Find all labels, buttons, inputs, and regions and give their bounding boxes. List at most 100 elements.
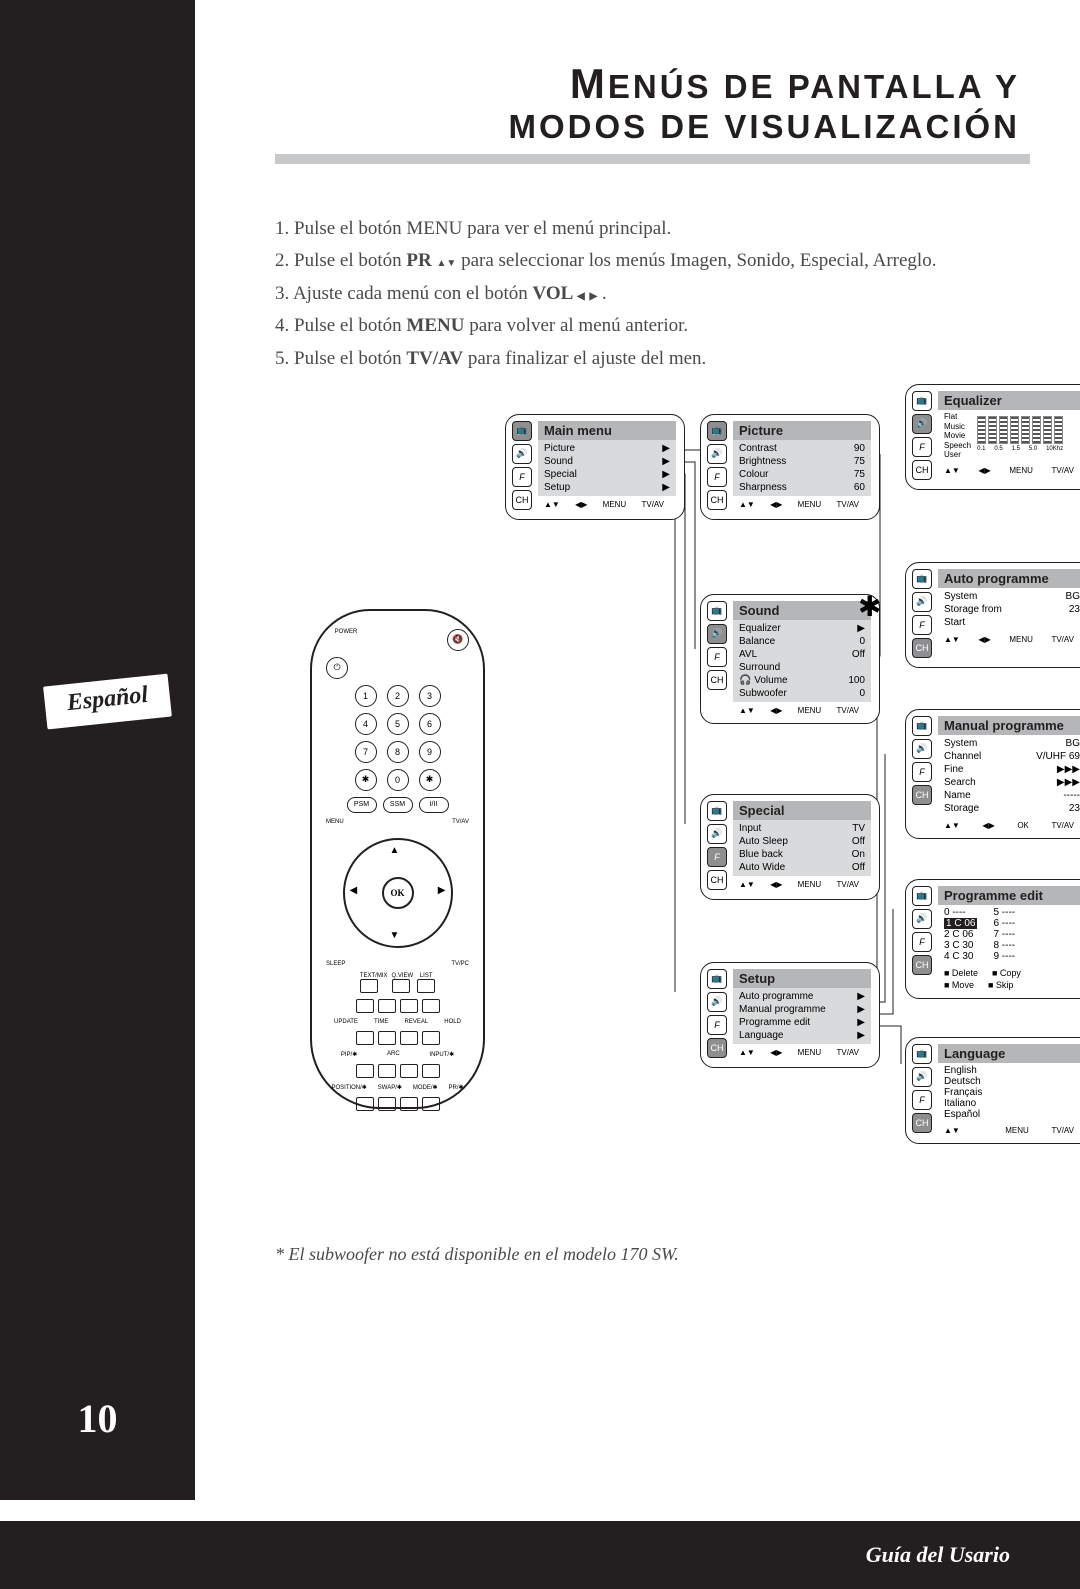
f-icon: F xyxy=(707,1015,727,1035)
fn-btn[interactable] xyxy=(400,1031,418,1045)
power-button[interactable]: ⏻ xyxy=(326,657,348,679)
panel-manual-programme: 📺🔊FCH Manual programme SystemBG ChannelV… xyxy=(905,709,1080,839)
instruction-3: 3. Ajuste cada menú con el botón VOL . xyxy=(275,279,1030,309)
sound-icon: 🔊 xyxy=(707,444,727,464)
sound-icon: 🔊 xyxy=(912,414,932,434)
textmix-button[interactable] xyxy=(360,979,378,993)
footer-text: Guía del Usario xyxy=(866,1542,1010,1568)
sound-icon: 🔊 xyxy=(912,1067,932,1087)
iii-button[interactable]: I/II xyxy=(419,797,449,813)
f-icon: F xyxy=(912,1090,932,1110)
sound-icon: 🔊 xyxy=(912,909,932,929)
digit-2[interactable]: 2 xyxy=(387,685,409,707)
psm-button[interactable]: PSM xyxy=(347,797,377,813)
footnote: * El subwoofer no está disponible en el … xyxy=(275,1244,1030,1265)
qview-button[interactable] xyxy=(392,979,410,993)
ch-icon: CH xyxy=(707,670,727,690)
ch-icon: CH xyxy=(707,870,727,890)
fn-btn[interactable] xyxy=(400,1097,418,1111)
tv-icon: 📺 xyxy=(707,969,727,989)
panel-setup: 📺🔊FCH Setup Auto programme▶ Manual progr… xyxy=(700,962,880,1068)
remote-control: POWER🔇 ⏻ 123 456 789 ✱0✱ PSMSSMI/II MENU… xyxy=(310,609,485,1109)
ch-icon: CH xyxy=(912,785,932,805)
footer-bar: Guía del Usario xyxy=(0,1521,1080,1589)
tv-icon: 📺 xyxy=(912,886,932,906)
ch-icon: CH xyxy=(707,1038,727,1058)
tv-icon: 📺 xyxy=(912,716,932,736)
f-icon: F xyxy=(707,467,727,487)
instruction-4: 4. Pulse el botón MENU para volver al me… xyxy=(275,311,1030,341)
tv-icon: 📺 xyxy=(707,801,727,821)
digit-3[interactable]: 3 xyxy=(419,685,441,707)
star-marker: ✱ xyxy=(858,590,881,624)
fn-btn[interactable] xyxy=(378,1031,396,1045)
ch-icon: CH xyxy=(912,638,932,658)
sidebar: Español 10 xyxy=(0,0,195,1500)
fn-btn[interactable] xyxy=(378,1097,396,1111)
list-button[interactable] xyxy=(417,979,435,993)
panel-picture: 📺🔊FCH Picture Contrast90 Brightness75 Co… xyxy=(700,414,880,520)
fn-btn[interactable] xyxy=(422,1031,440,1045)
tv-icon: 📺 xyxy=(512,421,532,441)
sound-icon: 🔊 xyxy=(707,992,727,1012)
panel-auto-programme: 📺🔊FCH Auto programme SystemBG Storage fr… xyxy=(905,562,1080,668)
f-icon: F xyxy=(912,932,932,952)
digit-5[interactable]: 5 xyxy=(387,713,409,735)
mute-button[interactable]: 🔇 xyxy=(447,629,469,651)
panel-language: 📺🔊FCH Language English Deutsch Français … xyxy=(905,1037,1080,1144)
color-green[interactable] xyxy=(378,999,396,1013)
f-icon: F xyxy=(707,647,727,667)
panel-main-menu: 📺🔊FCH Main menu Picture▶ Sound▶ Special▶… xyxy=(505,414,685,520)
page-content: MENÚS DE PANTALLA Y MODOS DE VISUALIZACI… xyxy=(195,0,1080,1589)
fn-btn[interactable] xyxy=(422,1097,440,1111)
fn-btn[interactable] xyxy=(356,1097,374,1111)
sound-icon: 🔊 xyxy=(512,444,532,464)
panel-programme-edit: 📺🔊FCH Programme edit 0 ---- 1 C 06 2 C 0… xyxy=(905,879,1080,999)
instruction-2: 2. Pulse el botón PR para seleccionar lo… xyxy=(275,246,1030,276)
dpad[interactable]: OK ▲ ▼ ◀ ▶ xyxy=(338,833,458,953)
page-number: 10 xyxy=(0,1395,195,1442)
tv-icon: 📺 xyxy=(912,391,932,411)
digit-star1[interactable]: ✱ xyxy=(355,769,377,791)
digit-6[interactable]: 6 xyxy=(419,713,441,735)
f-icon: F xyxy=(707,847,727,867)
sound-icon: 🔊 xyxy=(912,739,932,759)
f-icon: F xyxy=(912,762,932,782)
diagram-area: POWER🔇 ⏻ 123 456 789 ✱0✱ PSMSSMI/II MENU… xyxy=(305,414,1030,1214)
f-icon: F xyxy=(512,467,532,487)
tv-icon: 📺 xyxy=(912,1044,932,1064)
fn-btn[interactable] xyxy=(400,1064,418,1078)
digit-9[interactable]: 9 xyxy=(419,741,441,763)
ok-button[interactable]: OK xyxy=(382,877,414,909)
color-blue[interactable] xyxy=(422,999,440,1013)
page-title: MENÚS DE PANTALLA Y MODOS DE VISUALIZACI… xyxy=(275,60,1030,164)
sound-icon: 🔊 xyxy=(707,624,727,644)
fn-btn[interactable] xyxy=(422,1064,440,1078)
fn-btn[interactable] xyxy=(356,1031,374,1045)
digit-0[interactable]: 0 xyxy=(387,769,409,791)
equalizer-bars xyxy=(977,414,1063,444)
color-red[interactable] xyxy=(356,999,374,1013)
color-yellow[interactable] xyxy=(400,999,418,1013)
fn-btn[interactable] xyxy=(378,1064,396,1078)
digit-8[interactable]: 8 xyxy=(387,741,409,763)
ch-icon: CH xyxy=(707,490,727,510)
tv-icon: 📺 xyxy=(912,569,932,589)
digit-4[interactable]: 4 xyxy=(355,713,377,735)
tv-icon: 📺 xyxy=(707,421,727,441)
panel-special: 📺🔊FCH Special InputTV Auto SleepOff Blue… xyxy=(700,794,880,900)
ch-icon: CH xyxy=(912,955,932,975)
f-icon: F xyxy=(912,615,932,635)
digit-1[interactable]: 1 xyxy=(355,685,377,707)
ch-icon: CH xyxy=(912,1113,932,1133)
sound-icon: 🔊 xyxy=(912,592,932,612)
digit-star2[interactable]: ✱ xyxy=(419,769,441,791)
sound-icon: 🔊 xyxy=(707,824,727,844)
instructions-list: 1. Pulse el botón MENU para ver el menú … xyxy=(275,214,1030,374)
digit-7[interactable]: 7 xyxy=(355,741,377,763)
f-icon: F xyxy=(912,437,932,457)
ssm-button[interactable]: SSM xyxy=(383,797,413,813)
fn-btn[interactable] xyxy=(356,1064,374,1078)
tv-icon: 📺 xyxy=(707,601,727,621)
language-tab: Español xyxy=(43,674,172,730)
